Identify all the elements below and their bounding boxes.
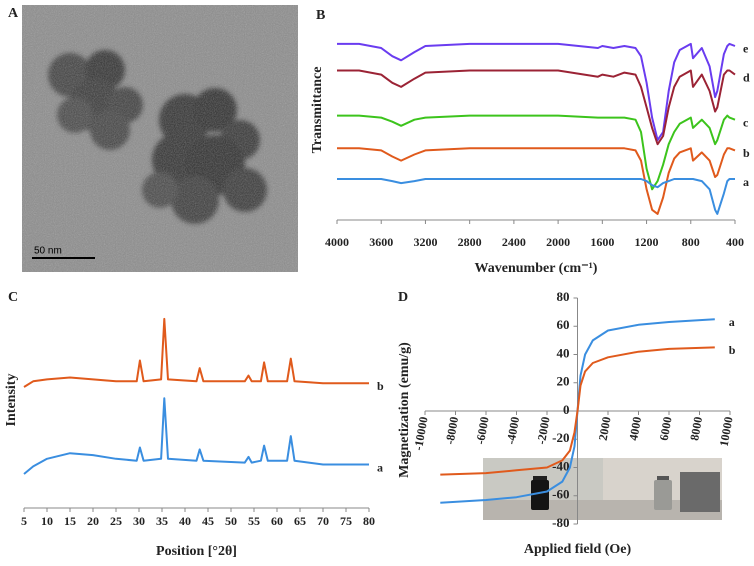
- series-line: [337, 147, 736, 215]
- x-tick-label: 6000: [657, 416, 675, 442]
- panel-label: D: [398, 290, 408, 305]
- x-tick-label: 50: [225, 514, 237, 528]
- x-tick-label: 65: [294, 514, 306, 528]
- x-tick-label: 4000: [325, 235, 349, 249]
- series-line: [23, 397, 369, 475]
- x-tick-label: 10: [41, 514, 53, 528]
- panel-label: C: [8, 290, 18, 305]
- x-tick-label: -10000: [411, 416, 431, 452]
- series-label: b: [743, 146, 750, 160]
- x-tick-label: 1600: [590, 235, 614, 249]
- x-tick-label: -4000: [504, 416, 523, 446]
- tem-image: [22, 5, 298, 272]
- x-axis-label: Applied field (Oe): [524, 542, 632, 557]
- panel-label: A: [8, 6, 19, 21]
- x-tick-label: 400: [726, 235, 744, 249]
- inset-photo: [483, 458, 722, 520]
- x-tick-label: 75: [340, 514, 352, 528]
- series-label: a: [743, 175, 749, 189]
- y-axis-label: Intensity: [4, 374, 19, 427]
- x-tick-label: 40: [179, 514, 191, 528]
- x-tick-label: 30: [133, 514, 145, 528]
- x-tick-label: 2000: [596, 416, 614, 442]
- x-axis-label: Wavenumber (cm⁻¹): [475, 261, 598, 276]
- x-tick-label: 20: [87, 514, 99, 528]
- x-tick-label: 3200: [413, 235, 437, 249]
- series-line: [337, 42, 736, 142]
- x-tick-label: 800: [682, 235, 700, 249]
- series-label: e: [743, 42, 749, 56]
- y-axis-label: Magnetization (emu/g): [397, 342, 412, 478]
- series-label: d: [743, 70, 750, 84]
- y-tick-label: -20: [552, 430, 569, 445]
- x-tick-label: -2000: [534, 416, 553, 446]
- panel-label: B: [316, 8, 325, 23]
- x-tick-label: 3600: [369, 235, 393, 249]
- x-tick-label: 5: [21, 514, 27, 528]
- y-tick-label: -80: [552, 515, 569, 530]
- y-tick-label: 40: [557, 345, 570, 360]
- x-tick-label: 45: [202, 514, 214, 528]
- x-tick-label: 4000: [626, 416, 644, 442]
- x-tick-label: -6000: [473, 416, 492, 446]
- x-tick-label: 55: [248, 514, 260, 528]
- x-tick-label: 70: [317, 514, 329, 528]
- x-tick-label: -8000: [443, 416, 462, 446]
- series-line: [23, 317, 369, 388]
- x-tick-label: 80: [363, 514, 375, 528]
- x-tick-label: 60: [271, 514, 283, 528]
- x-tick-label: 15: [64, 514, 76, 528]
- x-tick-label: 8000: [687, 416, 705, 442]
- x-tick-label: 10000: [717, 416, 736, 448]
- x-tick-label: 2000: [546, 235, 570, 249]
- y-tick-label: 20: [557, 374, 570, 389]
- x-tick-label: 25: [110, 514, 122, 528]
- x-tick-label: 2800: [458, 235, 482, 249]
- series-line: [440, 346, 715, 476]
- series-line: [337, 178, 735, 215]
- series-label: a: [729, 315, 735, 329]
- y-tick-label: -60: [552, 487, 569, 502]
- series-line: [337, 114, 736, 191]
- series-label: c: [743, 115, 749, 129]
- x-axis-label: Position [°2θ]: [156, 544, 237, 559]
- y-tick-label: 60: [557, 317, 570, 332]
- x-tick-label: 1200: [635, 235, 659, 249]
- series-line: [337, 69, 736, 146]
- y-axis-label: Transmittance: [310, 67, 325, 154]
- y-tick-label: 0: [563, 402, 570, 417]
- series-label: b: [729, 343, 736, 357]
- scale-bar-label: 50 nm: [34, 246, 62, 257]
- x-tick-label: 2400: [502, 235, 526, 249]
- series-label: a: [377, 460, 383, 474]
- x-tick-label: 35: [156, 514, 168, 528]
- series-label: b: [377, 379, 384, 393]
- y-tick-label: 80: [557, 289, 570, 304]
